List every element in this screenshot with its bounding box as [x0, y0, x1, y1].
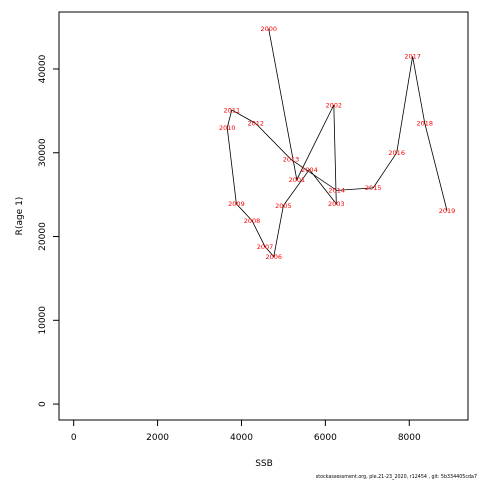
point-label-2000: 2000 — [260, 25, 277, 33]
point-label-2011: 2011 — [224, 106, 241, 114]
point-label-2017: 2017 — [404, 53, 421, 61]
y-tick-label: 30000 — [38, 138, 48, 167]
point-label-2014: 2014 — [328, 187, 345, 195]
y-tick-label: 10000 — [38, 306, 48, 335]
y-tick-label: 0 — [38, 401, 48, 407]
x-tick-label: 0 — [71, 433, 77, 443]
point-label-2009: 2009 — [228, 200, 245, 208]
footer-credit: stockassessment.org, ple.21-23_2020, r12… — [316, 474, 477, 480]
point-label-2013: 2013 — [283, 156, 300, 164]
point-label-2006: 2006 — [266, 253, 283, 261]
y-axis-ticks: 0 10000 20000 30000 40000 — [38, 54, 59, 407]
point-label-2012: 2012 — [247, 120, 264, 128]
point-label-2010: 2010 — [219, 124, 236, 132]
x-tick-label: 2000 — [146, 433, 169, 443]
y-tick-label: 20000 — [38, 222, 48, 251]
y-axis-title: R(age 1) — [15, 197, 25, 236]
point-label-2004: 2004 — [301, 166, 318, 174]
y-tick-label: 40000 — [38, 54, 48, 83]
point-label-2001: 2001 — [289, 176, 306, 184]
series-line — [226, 28, 448, 258]
x-axis-ticks: 0 2000 4000 6000 8000 — [71, 420, 421, 443]
recruitment-trajectory — [226, 28, 448, 258]
x-axis-title: SSB — [255, 459, 273, 469]
point-label-2008: 2008 — [244, 217, 261, 225]
point-label-2016: 2016 — [388, 149, 405, 157]
point-label-2002: 2002 — [325, 101, 342, 109]
year-labels: 2000 2001 2002 2003 2004 2005 2006 2007 2008 2009… — [219, 25, 455, 261]
x-tick-label: 4000 — [230, 433, 253, 443]
point-label-2007: 2007 — [257, 243, 274, 251]
plot-frame — [58, 11, 469, 421]
x-tick-label: 6000 — [314, 433, 337, 443]
point-label-2015: 2015 — [365, 184, 382, 192]
point-label-2018: 2018 — [417, 120, 434, 128]
point-label-2019: 2019 — [439, 207, 456, 215]
x-tick-label: 8000 — [398, 433, 421, 443]
point-label-2005: 2005 — [275, 202, 292, 210]
point-label-2003: 2003 — [328, 200, 345, 208]
